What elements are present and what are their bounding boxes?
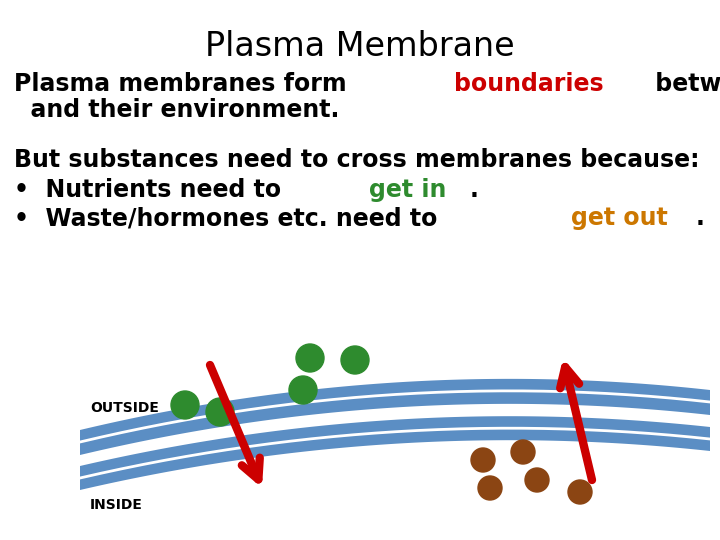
Text: .: . — [696, 206, 705, 230]
Polygon shape — [80, 416, 710, 490]
Circle shape — [471, 448, 495, 472]
Text: •  Nutrients need to: • Nutrients need to — [14, 178, 289, 202]
Text: OUTSIDE: OUTSIDE — [90, 401, 159, 415]
Circle shape — [525, 468, 549, 492]
Circle shape — [171, 391, 199, 419]
Text: get in: get in — [369, 178, 446, 202]
Text: Plasma Membrane: Plasma Membrane — [205, 30, 515, 63]
Text: Plasma membranes form: Plasma membranes form — [14, 72, 355, 96]
Text: get out: get out — [571, 206, 667, 230]
Circle shape — [568, 480, 592, 504]
Text: .: . — [469, 178, 478, 202]
Polygon shape — [80, 379, 710, 455]
Circle shape — [341, 346, 369, 374]
Circle shape — [206, 398, 234, 426]
Text: boundaries: boundaries — [454, 72, 603, 96]
Text: •  Waste/hormones etc. need to: • Waste/hormones etc. need to — [14, 206, 446, 230]
Circle shape — [296, 344, 324, 372]
Circle shape — [478, 476, 502, 500]
Text: INSIDE: INSIDE — [90, 498, 143, 512]
Text: But substances need to cross membranes because:: But substances need to cross membranes b… — [14, 148, 700, 172]
Circle shape — [511, 440, 535, 464]
Circle shape — [289, 376, 317, 404]
Text: and their environment.: and their environment. — [14, 98, 339, 122]
Text: between cells: between cells — [647, 72, 720, 96]
